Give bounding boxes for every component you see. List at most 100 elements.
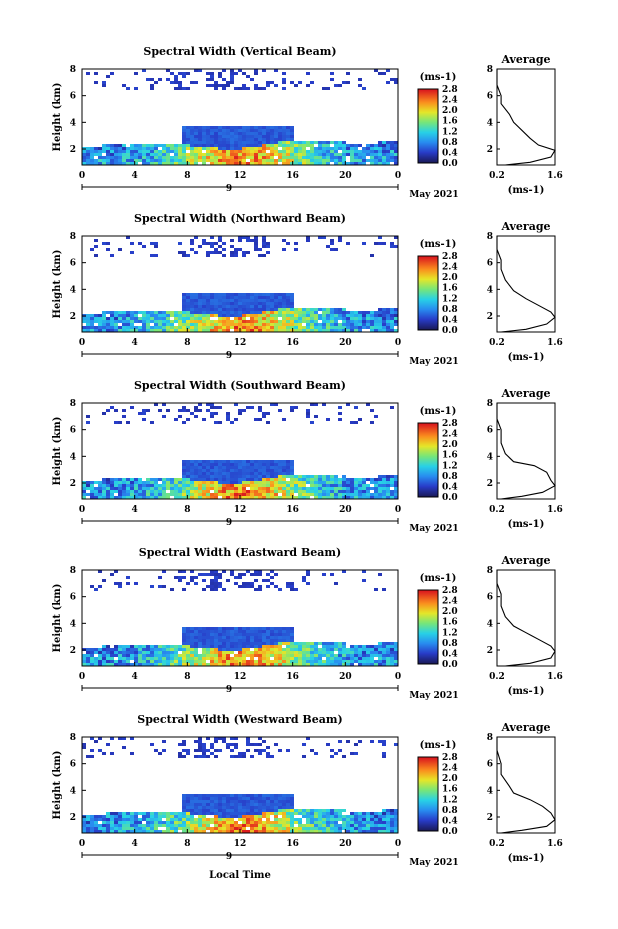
heatmap-cell [174,481,178,484]
heatmap-cell [82,156,86,159]
heatmap-cell [290,406,294,409]
heatmap-cell [290,159,294,162]
heatmap-cell [122,737,126,740]
heatmap-cell [94,320,98,323]
heatmap-cell [218,800,222,803]
heatmap-cell [166,311,170,314]
heatmap-cell [390,815,394,818]
heatmap-cell [198,824,202,827]
heatmap-cell [238,490,242,493]
heatmap-cell [246,639,250,642]
heatmap-cell [298,496,302,499]
heatmap-cell [266,579,270,582]
heatmap-cell [314,490,318,493]
heatmap-cell [342,496,346,499]
heatmap-cell [218,827,222,830]
heatmap-cell [198,573,202,576]
colorbar-segment [418,793,438,796]
heatmap-cell [390,311,394,314]
heatmap-cell [286,627,290,630]
heatmap-cell [390,475,394,478]
heatmap-cell [230,245,234,248]
heatmap-cell [246,806,250,809]
heatmap-cell [362,830,366,833]
heatmap-cell [210,630,214,633]
heatmap-cell [138,824,142,827]
heatmap-cell [102,481,106,484]
colorbar-segment [418,489,438,492]
heatmap-cell [222,570,226,573]
heatmap-cell [378,475,382,478]
heatmap-cell [122,311,126,314]
colorbar-segment [418,91,438,94]
heatmap-cell [246,654,250,657]
heatmap-cell [218,484,222,487]
heatmap-cell [246,749,250,752]
heatmap-cell [322,815,326,818]
heatmap-cell [290,806,294,809]
heatmap-cell [162,484,166,487]
heatmap-cell [106,317,110,320]
heatmap-cell [382,475,386,478]
heatmap-cell [350,830,354,833]
heatmap-cell [238,630,242,633]
heatmap-cell [166,78,170,81]
heatmap-cell [114,582,118,585]
heatmap-cell [262,481,266,484]
heatmap-cell [182,821,186,824]
heatmap-cell [282,627,286,630]
heatmap-cell [278,126,282,129]
heatmap-cell [226,660,230,663]
heatmap-cell [130,481,134,484]
avg-x-tick-label: 1.6 [547,338,563,348]
heatmap-cell [106,242,110,245]
heatmap-cell [274,585,278,588]
y-tick-label: 6 [70,760,76,770]
heatmap-cell [218,150,222,153]
heatmap-cell [362,317,366,320]
heatmap-cell [126,493,130,496]
heatmap-cell [194,660,198,663]
heatmap-cell [182,740,186,743]
heatmap-cell [134,326,138,329]
heatmap-cell [198,478,202,481]
heatmap-cell [366,830,370,833]
heatmap-cell [258,800,262,803]
heatmap-cell [222,824,226,827]
heatmap-cell [294,657,298,660]
heatmap-cell [234,755,238,758]
heatmap-cell [266,326,270,329]
heatmap-cell [278,812,282,815]
heatmap-cell [146,812,150,815]
x-tick-label: 16 [286,839,299,849]
heatmap-cell [230,809,234,812]
heatmap-cell [282,657,286,660]
heatmap-cell [214,755,218,758]
heatmap-cell [254,87,258,90]
heatmap-cell [350,162,354,165]
heatmap-cell [214,484,218,487]
heatmap-cell [258,314,262,317]
heatmap-cell [226,323,230,326]
heatmap-cell [310,156,314,159]
heatmap-cell [158,320,162,323]
heatmap-cell [198,743,202,746]
colorbar-segment [418,630,438,633]
heatmap-cell [262,320,266,323]
heatmap-cell [234,639,238,642]
heatmap-cell [114,326,118,329]
heatmap-cell [298,812,302,815]
heatmap-cell [198,126,202,129]
heatmap-cell [326,493,330,496]
heatmap-cell [198,636,202,639]
heatmap-cell [182,126,186,129]
heatmap-cell [330,484,334,487]
heatmap-cell [270,126,274,129]
heatmap-cell [334,329,338,332]
heatmap-cell [182,496,186,499]
heatmap-cell [270,460,274,463]
heatmap-cell [202,794,206,797]
heatmap-cell [134,493,138,496]
heatmap-cell [242,326,246,329]
heatmap-cell [258,305,262,308]
